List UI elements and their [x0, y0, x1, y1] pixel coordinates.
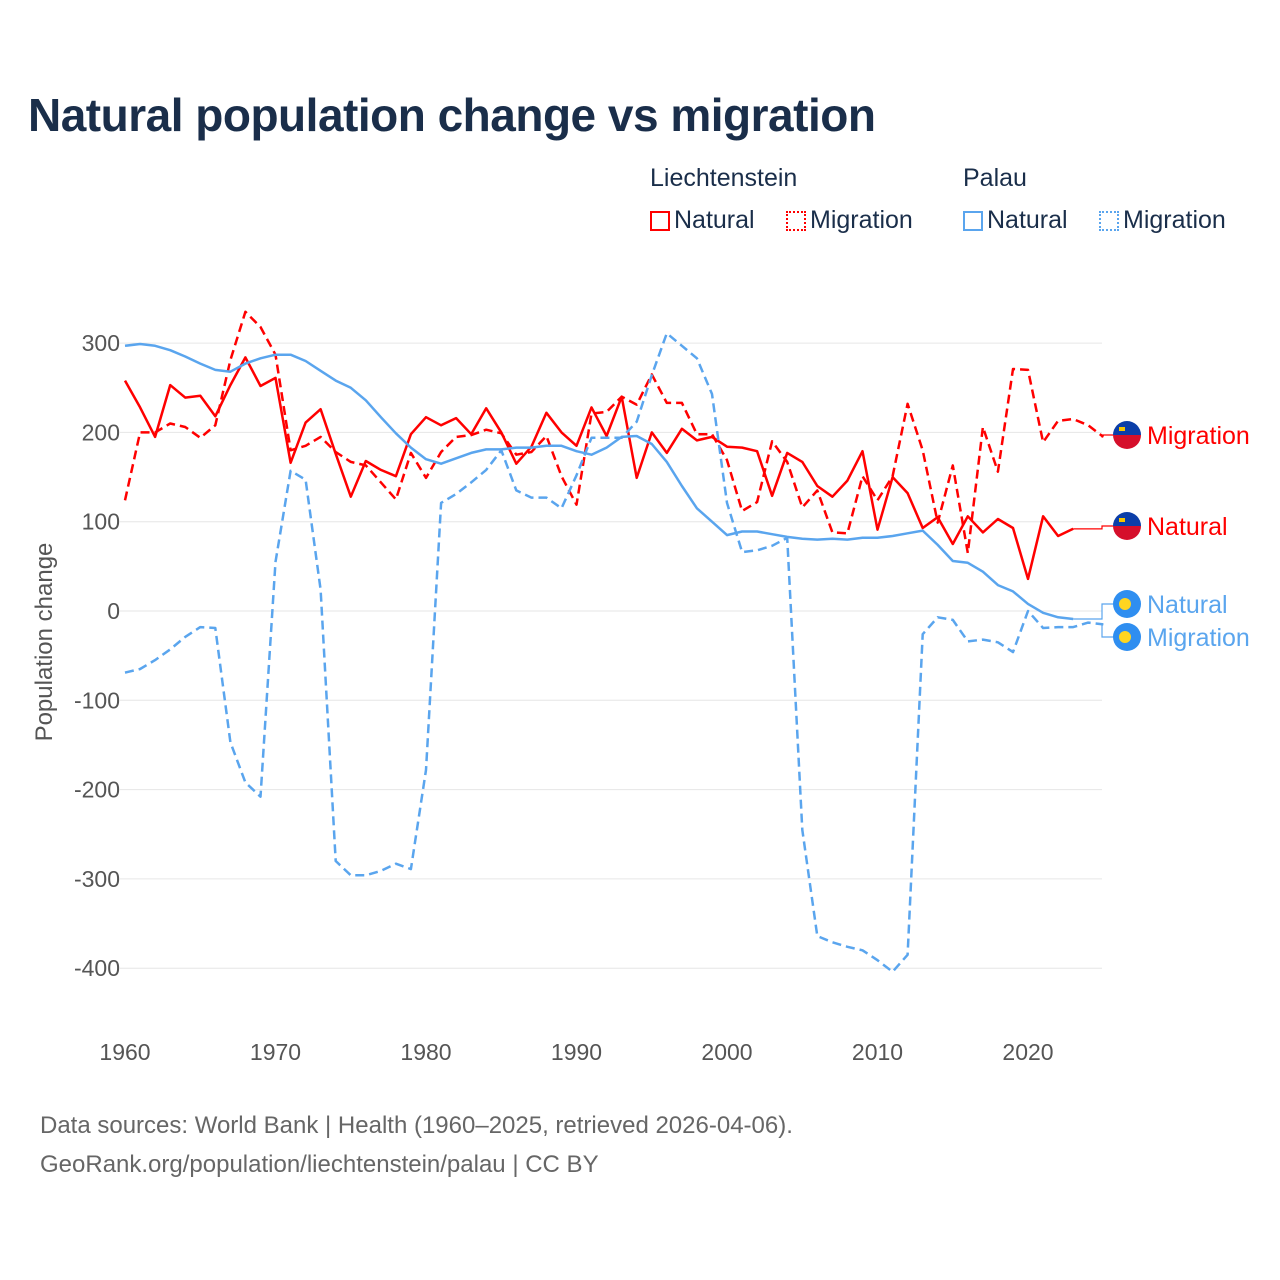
footer-sources: Data sources: World Bank | Health (1960–… — [40, 1112, 793, 1139]
legend-group-liechtenstein: Liechtenstein — [650, 164, 798, 192]
legend-label: Natural — [987, 206, 1068, 234]
y-tick-label: -100 — [74, 687, 120, 713]
y-tick-label: 0 — [107, 598, 120, 624]
x-tick-label: 1960 — [99, 1039, 150, 1065]
legend-swatch-solid — [650, 210, 670, 231]
footer-attribution[interactable]: GeoRank.org/population/liechtenstein/pal… — [40, 1151, 599, 1178]
legend-label: Migration — [810, 206, 913, 234]
label-connector — [1073, 603, 1113, 620]
y-tick-label: -200 — [74, 777, 120, 803]
x-tick-label: 1990 — [551, 1039, 602, 1065]
x-tick-label: 1970 — [250, 1039, 301, 1065]
y-tick-label: 200 — [82, 419, 120, 445]
y-tick-label: -300 — [74, 866, 120, 892]
end-label: Natural — [1147, 591, 1228, 619]
liechtenstein-flag-icon — [1113, 512, 1141, 540]
legend-liechtenstein-natural[interactable]: Natural — [650, 206, 755, 235]
legend-label: Migration — [1123, 206, 1226, 234]
legend-palau-natural[interactable]: Natural — [963, 206, 1068, 235]
label-connector — [1073, 525, 1113, 530]
liechtenstein-flag-icon — [1113, 421, 1141, 449]
end-label: Migration — [1147, 624, 1250, 652]
palau-flag-icon — [1113, 590, 1141, 618]
label-connector — [1101, 623, 1113, 638]
footer: Data sources: World Bank | Health (1960–… — [40, 1106, 793, 1184]
x-tick-label: 2000 — [701, 1039, 752, 1065]
legend-label: Natural — [674, 206, 755, 234]
legend-palau-migration[interactable]: Migration — [1099, 206, 1226, 235]
y-tick-label: 300 — [82, 330, 120, 356]
end-label: Migration — [1147, 422, 1250, 450]
series-line-palau-natural — [124, 342, 1074, 621]
y-tick-label: 100 — [82, 509, 120, 535]
chart-title: Natural population change vs migration — [28, 89, 876, 141]
y-tick-label: -400 — [74, 955, 120, 981]
series-line-palau-migration — [124, 332, 1104, 974]
palau-flag-icon — [1113, 623, 1141, 651]
legend-swatch-solid — [963, 210, 983, 231]
legend-liechtenstein-migration[interactable]: Migration — [786, 206, 913, 235]
x-tick-label: 2010 — [852, 1039, 903, 1065]
series-line-liechtenstein-migration — [123, 310, 1105, 555]
legend-swatch-dotted — [786, 210, 806, 231]
series-line-liechtenstein-natural — [123, 356, 1074, 581]
end-label: Natural — [1147, 513, 1228, 541]
x-tick-label: 1980 — [400, 1039, 451, 1065]
label-connector — [1101, 434, 1113, 438]
legend-swatch-dotted — [1099, 210, 1119, 231]
legend-group-palau: Palau — [963, 164, 1027, 192]
x-tick-label: 2020 — [1002, 1039, 1053, 1065]
y-axis-label: Population change — [31, 543, 58, 742]
